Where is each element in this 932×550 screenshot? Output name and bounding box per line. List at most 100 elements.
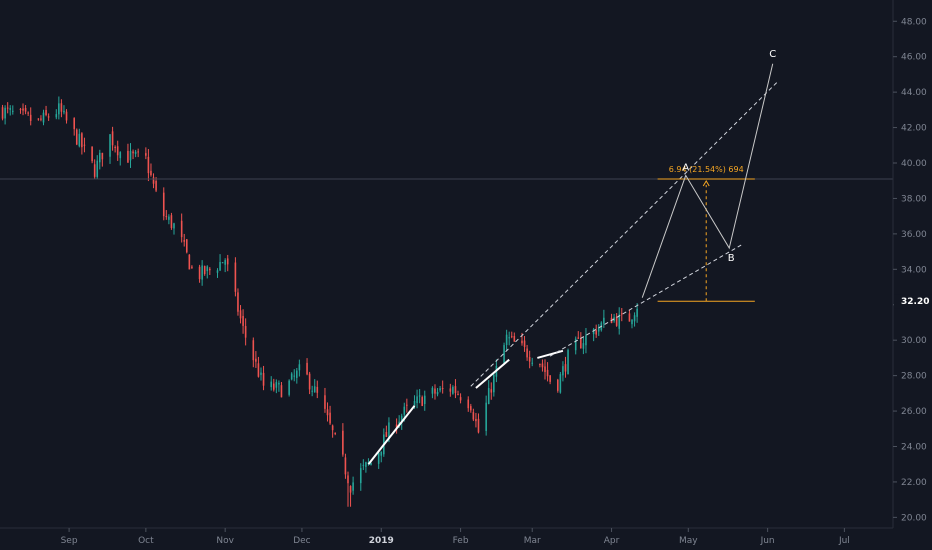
candle-body [485, 402, 487, 431]
candle-body [521, 340, 523, 344]
candle-body [324, 395, 326, 409]
candle-body [582, 343, 585, 349]
candle-body [603, 317, 605, 324]
candle-body [418, 395, 421, 397]
projection-point-label: B [728, 253, 735, 264]
candle [441, 380, 444, 394]
candle-body [91, 146, 93, 162]
candle [490, 382, 493, 400]
time-tick-label: Mar [524, 536, 541, 546]
candle-body [203, 266, 206, 274]
trend-segment [367, 405, 416, 465]
candle [114, 145, 116, 153]
candle [449, 383, 452, 397]
candle-body [490, 389, 493, 393]
candle [493, 372, 495, 397]
candle-body [559, 374, 562, 393]
candle-body [226, 258, 229, 265]
time-tick-label: Jul [838, 536, 850, 546]
candle [152, 173, 155, 189]
candle [4, 105, 6, 125]
candle-body [93, 164, 96, 177]
candle [185, 238, 188, 254]
candle-body [170, 215, 173, 228]
candle [585, 328, 587, 354]
projection-point-label: A [682, 162, 689, 173]
candle-body [505, 334, 508, 345]
candle-body [595, 330, 597, 335]
price-tick-label: 46.00 [901, 53, 927, 63]
candle-body [29, 114, 32, 121]
candle-body [155, 180, 157, 191]
candle-body [37, 118, 40, 120]
candle-body [206, 266, 209, 272]
candle-body [55, 114, 58, 118]
candle-body [134, 151, 137, 154]
candle [503, 342, 505, 364]
candle-body [40, 118, 42, 120]
candle [457, 390, 459, 396]
candle-body [349, 486, 352, 493]
projection-path [641, 63, 774, 298]
candle [418, 389, 421, 404]
candle [528, 350, 531, 369]
candle [58, 96, 60, 120]
candle-body [242, 315, 244, 326]
candle-body [98, 152, 101, 163]
candle-body [467, 399, 470, 409]
candle [436, 388, 439, 397]
candle-body [436, 391, 439, 395]
candle [620, 308, 623, 322]
candle [132, 149, 134, 160]
candle-body [42, 112, 45, 123]
candle [111, 126, 114, 151]
candle [150, 163, 152, 177]
candle-body [513, 336, 516, 342]
time-axis[interactable]: Sep Oct Nov Dec 2019 Feb Mar Apr May Jun Jul [61, 528, 850, 546]
candle [219, 254, 221, 272]
candle [592, 327, 595, 342]
projection-point-label: C [769, 49, 776, 60]
candle-body [272, 383, 275, 390]
candle-body [562, 366, 564, 376]
candle [73, 117, 76, 136]
candle [421, 395, 423, 407]
candle [562, 361, 564, 382]
candle [180, 213, 183, 243]
candle-body [615, 316, 618, 326]
price-axis[interactable]: 20.0022.0024.0026.0028.0030.0032.0034.00… [893, 17, 932, 523]
candle [459, 393, 462, 404]
candle-body [152, 177, 155, 184]
candle-body [290, 373, 293, 380]
candle-body [201, 265, 203, 280]
candle [29, 107, 32, 126]
candle [129, 143, 132, 168]
candle [329, 405, 331, 425]
candle-body [275, 382, 278, 388]
candle-body [127, 150, 129, 163]
candle [564, 356, 567, 378]
candle [83, 137, 86, 153]
candle [65, 109, 68, 124]
candle-body [347, 475, 349, 484]
candle-body [257, 363, 260, 377]
candle [316, 380, 319, 399]
candle [380, 451, 383, 463]
measure-tool: 6.94 (21.54%) 694 [657, 165, 755, 302]
candle-body [557, 379, 559, 391]
time-tick-label: Nov [216, 536, 234, 546]
candle [331, 424, 334, 438]
candle [541, 359, 544, 372]
candle-body [191, 266, 193, 268]
candle [406, 398, 408, 413]
candle [109, 134, 111, 164]
candle-body [377, 452, 380, 464]
candle [24, 105, 27, 115]
candle [206, 265, 209, 279]
candle-body [180, 220, 183, 238]
candle-body [19, 108, 22, 110]
candle-body [567, 350, 569, 375]
candle-body [137, 151, 139, 153]
candle-body [334, 432, 336, 434]
